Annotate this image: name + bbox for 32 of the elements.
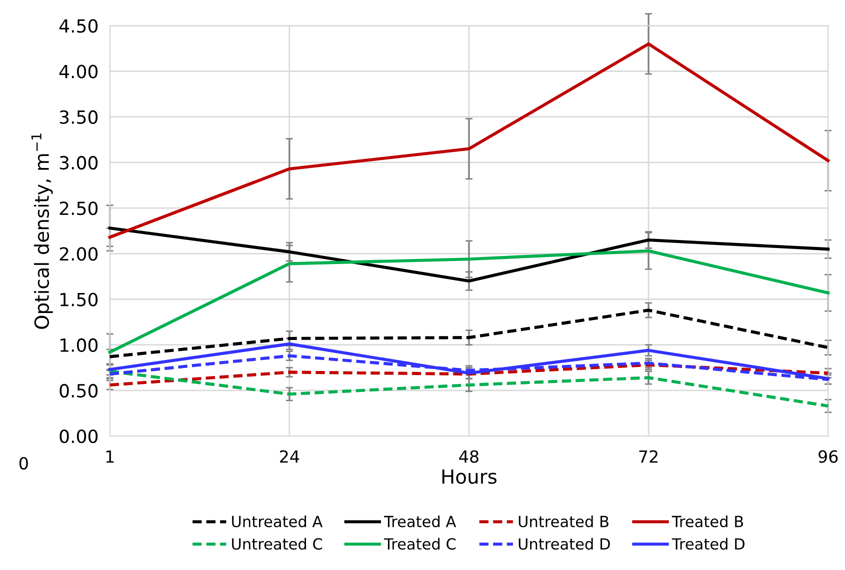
- x-tick-label: 24: [280, 450, 300, 463]
- y-tick-label: 0.50: [60, 384, 98, 398]
- y-tick-label: 3.00: [60, 156, 98, 170]
- line-series: [108, 226, 830, 283]
- x-tick-label: 72: [639, 450, 658, 463]
- y-tick-label: 2.50: [60, 202, 98, 216]
- x-tick-label: 96: [818, 450, 838, 463]
- y-axis-title: Optical density, m$^{−1}$: [31, 134, 53, 329]
- y-tick-label: 4.50: [59, 19, 98, 33]
- legend-label: Untreated D: [518, 538, 610, 550]
- text: 0: [19, 457, 28, 470]
- y-tick-label: 2.00: [60, 247, 98, 261]
- x-axis-title: Hours: [442, 469, 497, 484]
- line-series: [108, 249, 830, 354]
- legend-label: Treated D: [672, 538, 744, 550]
- legend-label: Treated B: [672, 515, 744, 528]
- x-tick-label: 1: [106, 450, 114, 463]
- line-series: [108, 370, 830, 408]
- y-tick-label: 4.00: [59, 64, 98, 78]
- legend-label: Treated C: [384, 538, 456, 550]
- line-series: [108, 42, 830, 239]
- line-series: [108, 363, 830, 387]
- y-tick-label: 3.50: [60, 110, 98, 124]
- y-tick-label: 0.00: [60, 430, 98, 444]
- legend-label: Untreated B: [518, 515, 608, 528]
- x-tick-label: 48: [459, 450, 478, 463]
- legend-label: Treated A: [384, 515, 456, 528]
- line-series: [108, 308, 830, 358]
- legend-label: Untreated A: [232, 515, 323, 528]
- legend-label: Untreated C: [232, 538, 322, 550]
- y-tick-label: 1.00: [60, 338, 98, 352]
- y-tick-label: 1.50: [60, 292, 98, 306]
